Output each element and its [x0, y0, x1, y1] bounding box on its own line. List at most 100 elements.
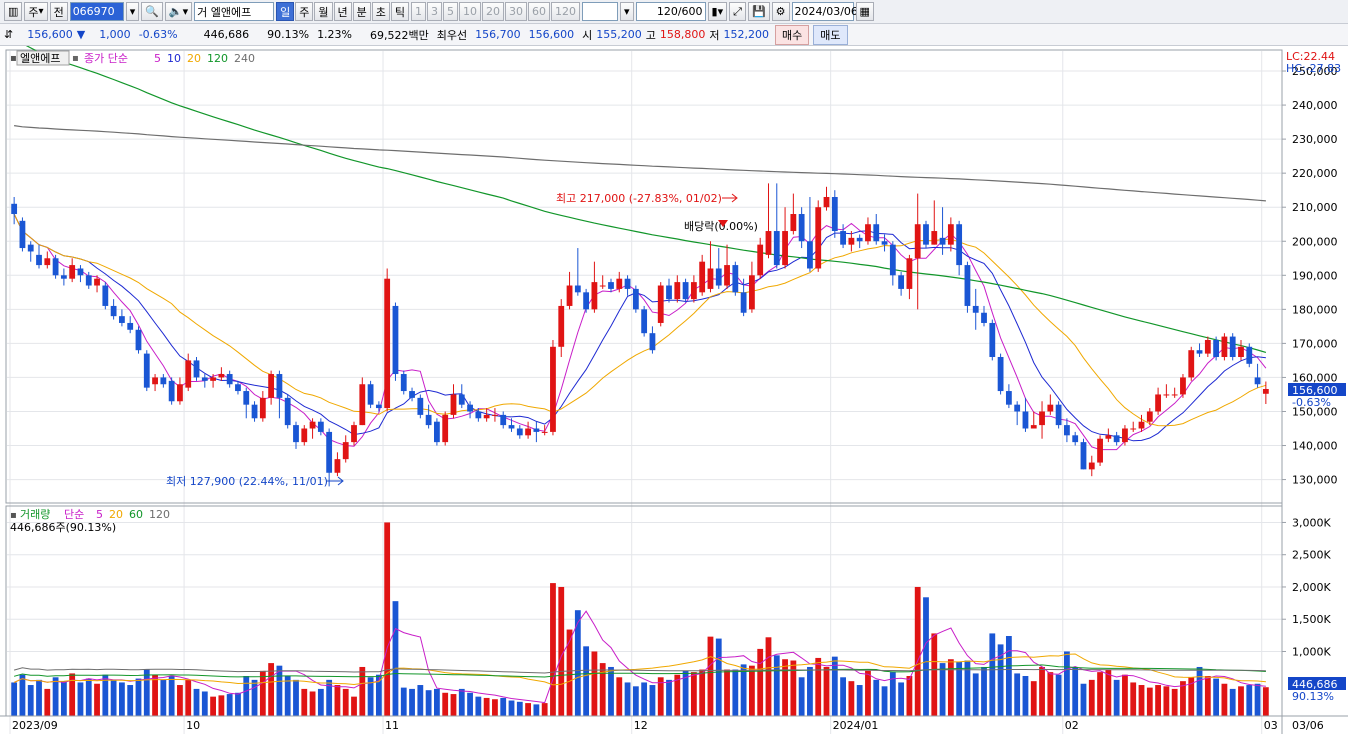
volume-bar	[1155, 685, 1161, 716]
candle-body	[989, 322, 996, 358]
candle-body	[508, 425, 515, 429]
candle-body	[160, 377, 167, 385]
period-tab-2[interactable]: 월	[314, 2, 333, 21]
tick-button-120[interactable]: 120	[551, 2, 581, 21]
candle-body	[119, 316, 125, 323]
dividend-marker-icon	[718, 220, 728, 227]
candle-style-icon[interactable]: ▮▾	[707, 2, 728, 21]
candle-body	[914, 224, 921, 259]
tick-button-5[interactable]: 5	[443, 2, 459, 21]
volume-bar	[19, 674, 26, 716]
panel-menu-icon[interactable]: ▪	[10, 53, 17, 64]
candle-body	[276, 374, 283, 398]
volume-ma-legend-5: 5	[96, 508, 103, 521]
candle-body	[1047, 404, 1054, 412]
period-tab-5[interactable]: 초	[371, 2, 390, 21]
volume-bar	[1039, 666, 1045, 716]
volume-bar	[981, 666, 987, 716]
candle-body	[1146, 411, 1153, 422]
volume-bar	[599, 663, 606, 716]
volume-bar	[135, 678, 142, 716]
candle-body	[492, 414, 498, 416]
buy-button[interactable]: 매수	[775, 24, 810, 45]
volume-bar	[1171, 688, 1178, 716]
candle-body	[790, 214, 797, 232]
candle-body	[682, 282, 689, 300]
volume-bar	[268, 663, 275, 716]
code-dropdown[interactable]: ▾	[125, 2, 140, 21]
volume-bar	[674, 674, 681, 716]
stock-chart[interactable]: 250,000 240,000 230,000 220,000 210,000 200,0…	[0, 46, 1348, 734]
volume-bar	[873, 679, 880, 716]
candle-body	[964, 265, 971, 306]
tick-button-60[interactable]: 60	[528, 2, 551, 21]
period-tab-1[interactable]: 주	[295, 2, 314, 21]
period-tab-3[interactable]: 년	[333, 2, 352, 21]
candle-body	[674, 282, 681, 300]
tick-button-1[interactable]: 1	[411, 2, 427, 21]
candle-body	[442, 414, 449, 443]
volume-bar	[889, 672, 896, 716]
period-tab-6[interactable]: 틱	[390, 2, 410, 21]
volume-bar	[77, 682, 84, 716]
volume-bar	[1204, 676, 1211, 716]
volume-bar	[94, 683, 100, 716]
candle-body	[1030, 425, 1037, 429]
candle-body	[657, 285, 664, 323]
candle-body	[102, 285, 109, 306]
volume-menu-icon[interactable]: ▪	[10, 510, 17, 521]
turnover-rate: 1.23%	[317, 28, 353, 41]
period-tab-4[interactable]: 분	[352, 2, 371, 21]
price-change-pct: -0.63%	[138, 28, 178, 41]
volume-bars	[11, 522, 1269, 716]
gear-icon[interactable]: ⚙	[771, 2, 790, 21]
tick-custom-dropdown[interactable]: ▾	[620, 2, 634, 21]
volume-bar	[276, 665, 283, 716]
chevron-down-icon: ▾	[38, 6, 44, 17]
low-price: 152,200	[723, 28, 770, 41]
candle-body	[632, 288, 639, 310]
volume-bar	[102, 674, 109, 716]
draw-tool-icon[interactable]: ⤢	[729, 2, 746, 21]
volume-bar	[1188, 677, 1195, 716]
tick-button-3[interactable]: 3	[427, 2, 443, 21]
candle-body	[326, 431, 333, 473]
volume-bar	[251, 679, 258, 716]
chart-settings-icon[interactable]: ▥	[4, 2, 23, 21]
candle-body	[301, 428, 308, 443]
type-select[interactable]: 주 ▾	[24, 2, 48, 21]
candle-body	[815, 207, 822, 269]
candle-body	[566, 285, 573, 306]
volume-bar	[500, 697, 507, 716]
high-arrow-icon	[722, 193, 738, 203]
low-label: 저	[709, 28, 720, 42]
stock-name-field[interactable]: 거 엘앤에프	[194, 2, 275, 21]
volume-bar	[259, 670, 266, 716]
search-icon[interactable]: 🔍	[141, 2, 163, 21]
volume-bar	[583, 646, 590, 716]
volume-bar	[964, 660, 971, 716]
save-icon[interactable]: 💾	[747, 2, 770, 21]
volume-bar	[782, 659, 788, 716]
volume-bar	[516, 701, 523, 716]
tick-button-20[interactable]: 20	[482, 2, 505, 21]
volume-bar	[110, 679, 117, 716]
sound-icon[interactable]: 🔈▾	[164, 2, 193, 21]
panel-menu-icon-2[interactable]: ▪	[72, 53, 79, 64]
candle-body	[840, 231, 846, 245]
tick-button-30[interactable]: 30	[505, 2, 528, 21]
date-input[interactable]: 2024/03/06	[791, 2, 858, 21]
jeon-button[interactable]: 전	[49, 2, 68, 21]
sell-button[interactable]: 매도	[813, 24, 848, 45]
volume-bar	[36, 679, 42, 716]
volume-bar	[226, 694, 233, 716]
volume-bar	[1030, 681, 1037, 716]
candle-body	[624, 278, 631, 289]
count-input[interactable]: 120/600	[635, 2, 706, 21]
calendar-icon[interactable]: ▦	[855, 2, 874, 21]
tick-custom-input[interactable]	[582, 2, 619, 21]
tick-button-10[interactable]: 10	[459, 2, 482, 21]
stock-code-input[interactable]: 066970	[69, 2, 124, 21]
ma-line-20	[13, 213, 1267, 427]
period-tab-0[interactable]: 일	[276, 2, 295, 21]
